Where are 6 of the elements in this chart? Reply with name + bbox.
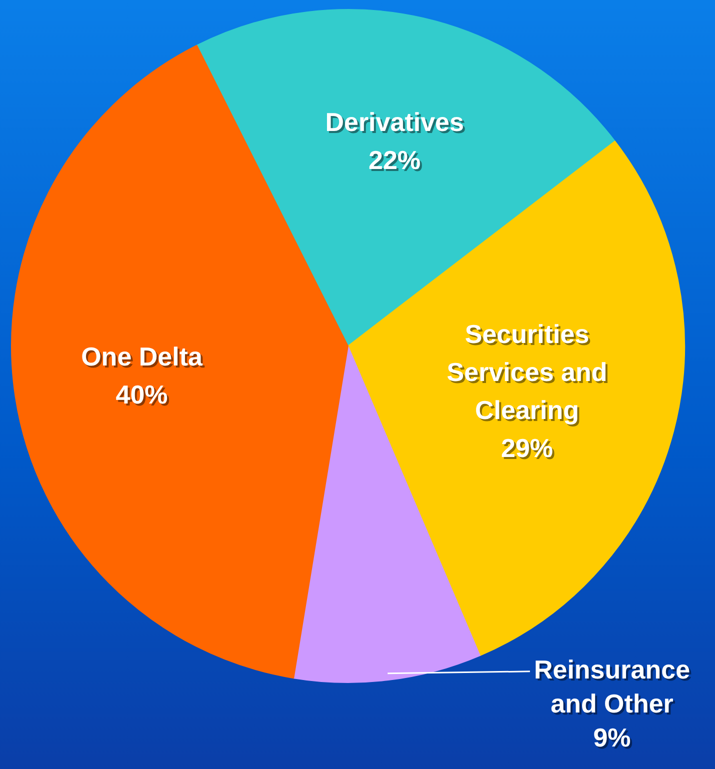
slice-label: Reinsurance and Other xyxy=(534,654,690,721)
data-label: 9% xyxy=(595,724,633,755)
category-label: Securities Services and Clearing xyxy=(446,319,608,426)
data-label: 29% xyxy=(502,435,556,466)
data-label: 22% xyxy=(370,146,423,177)
data-label: 40% xyxy=(118,382,170,412)
